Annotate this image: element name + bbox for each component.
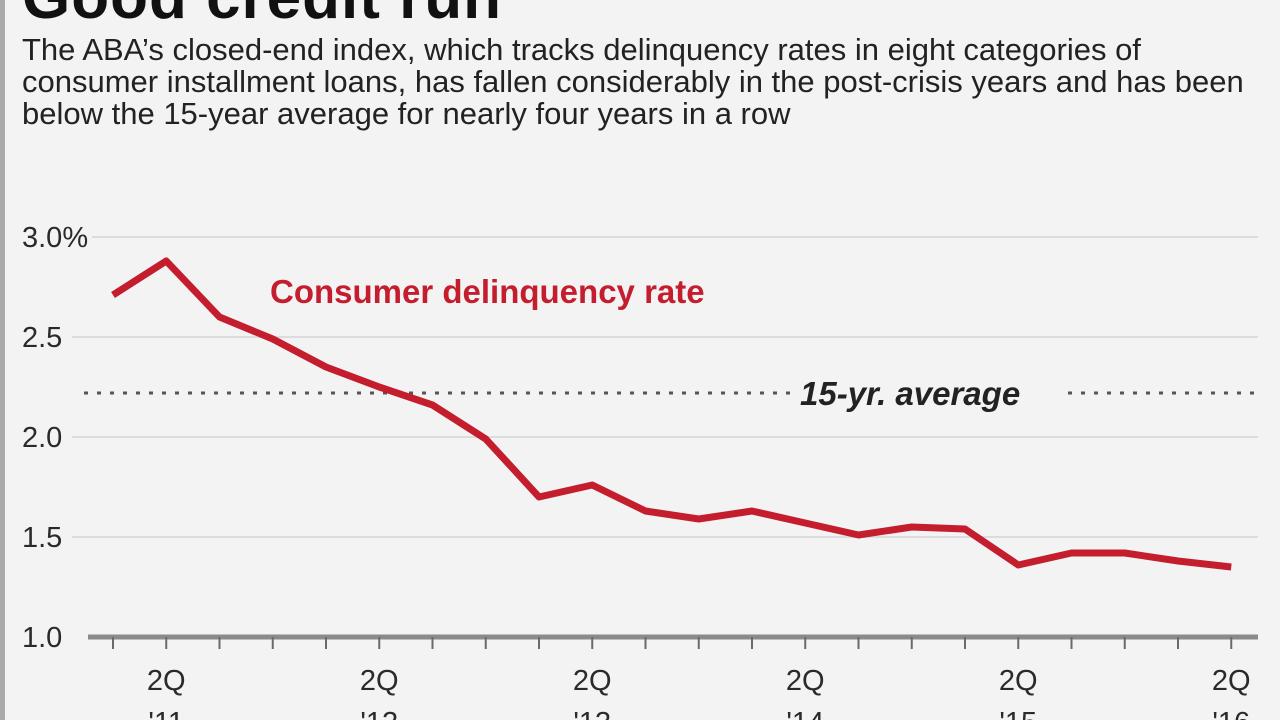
average-label: 15-yr. average [800,375,1020,412]
x-tick-label-top: 2Q [573,665,612,697]
x-tick-label-bottom: '14 [786,707,824,720]
x-tick-label-top: 2Q [999,665,1038,697]
y-tick-label: 3.0% [22,222,88,254]
x-tick-label-top: 2Q [147,665,186,697]
series-label: Consumer delinquency rate [270,273,705,310]
chart-subtitle: The ABA’s closed-end index, which tracks… [22,32,1244,131]
x-tick-label-bottom: '13 [573,707,611,720]
y-tick-label: 1.5 [22,522,62,554]
x-tick-label-bottom: '16 [1212,707,1250,720]
frame-border [0,0,5,720]
x-tick-label-top: 2Q [1212,665,1251,697]
x-tick-label-bottom: '12 [360,707,398,720]
y-tick-label: 2.5 [22,322,62,354]
x-tick-label-top: 2Q [786,665,825,697]
chart-title: Good credit run [22,0,502,33]
x-tick-label-bottom: '15 [999,707,1037,720]
y-tick-label: 1.0 [22,622,62,654]
x-tick-label-top: 2Q [360,665,399,697]
y-tick-label: 2.0 [22,422,62,454]
x-tick-label-bottom: '11 [148,707,184,720]
series-line [111,257,1232,571]
